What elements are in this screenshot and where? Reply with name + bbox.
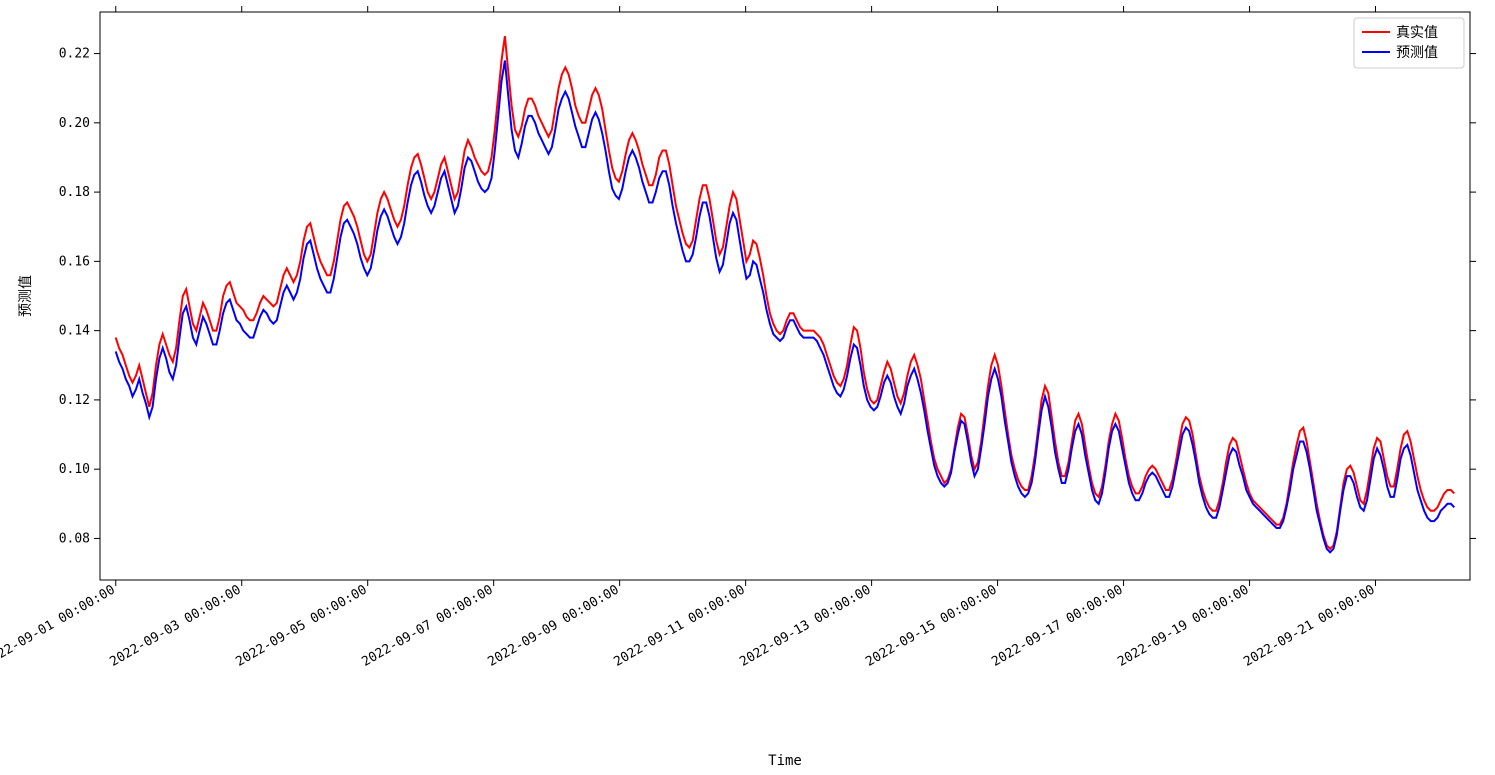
plot-border [100, 12, 1470, 580]
y-axis-title: 预测值 [18, 275, 34, 317]
ytick-label: 0.16 [59, 254, 90, 269]
series-predicted [116, 61, 1455, 553]
xtick-label: 2022-09-09 00:00:00 [485, 582, 621, 669]
ytick-label: 0.12 [59, 393, 90, 408]
series-actual [116, 36, 1455, 549]
ytick-label: 0.22 [59, 47, 90, 62]
ytick-label: 0.10 [59, 462, 90, 477]
legend-label: 真实值 [1396, 25, 1438, 41]
xtick-label: 2022-09-15 00:00:00 [863, 582, 999, 669]
xtick-label: 2022-09-21 00:00:00 [1241, 582, 1377, 669]
ytick-label: 0.20 [59, 116, 90, 131]
legend-label: 预测值 [1396, 45, 1438, 61]
xtick-label: 2022-09-05 00:00:00 [233, 582, 369, 669]
xtick-label: 2022-09-13 00:00:00 [737, 582, 873, 669]
xtick-label: 2022-09-17 00:00:00 [989, 582, 1125, 669]
xtick-label: 2022-09-11 00:00:00 [611, 582, 747, 669]
ytick-label: 0.18 [59, 185, 90, 200]
ytick-label: 0.14 [59, 324, 90, 339]
xtick-label: 2022-09-03 00:00:00 [107, 582, 243, 669]
xtick-label: 2022-09-07 00:00:00 [359, 582, 495, 669]
xtick-label: 2022-09-01 00:00:00 [0, 582, 118, 669]
x-axis-title: Time [768, 753, 802, 769]
chart-container: 0.08 0.10 0.12 0.14 0.16 0.18 0.20 0.22 2022-09-… [0, 0, 1495, 775]
line-chart: 0.08 0.10 0.12 0.14 0.16 0.18 0.20 0.22 2022-09-… [0, 0, 1495, 775]
xtick-label: 2022-09-19 00:00:00 [1115, 582, 1251, 669]
ytick-label: 0.08 [59, 531, 90, 546]
